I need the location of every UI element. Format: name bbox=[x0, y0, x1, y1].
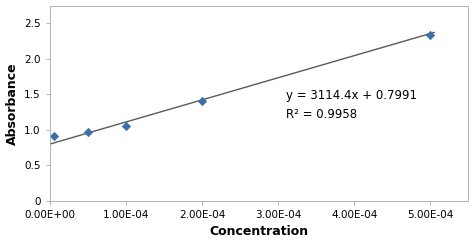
Point bbox=[50, 134, 57, 138]
Point bbox=[84, 130, 91, 134]
X-axis label: Concentration: Concentration bbox=[210, 225, 309, 238]
Point bbox=[122, 124, 130, 128]
Point bbox=[198, 100, 206, 103]
Text: y = 3114.4x + 0.7991
R² = 0.9958: y = 3114.4x + 0.7991 R² = 0.9958 bbox=[286, 89, 417, 121]
Y-axis label: Absorbance: Absorbance bbox=[6, 62, 18, 144]
Point bbox=[427, 33, 434, 37]
Title: Absorbance $\bfit{vs.}$ Concentration: Absorbance $\bfit{vs.}$ Concentration bbox=[105, 0, 414, 3]
